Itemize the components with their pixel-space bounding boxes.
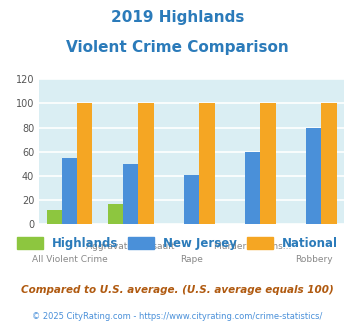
Bar	[306, 128, 322, 224]
Bar	[184, 175, 200, 224]
Legend: Highlands, New Jersey, National: Highlands, New Jersey, National	[13, 233, 342, 253]
Bar	[245, 152, 261, 224]
Text: Murder & Mans...: Murder & Mans...	[214, 243, 291, 251]
Text: Robbery: Robbery	[295, 255, 333, 264]
Bar	[47, 210, 62, 224]
Bar	[62, 158, 77, 224]
Bar	[322, 103, 337, 224]
Bar	[261, 103, 275, 224]
Bar	[123, 164, 138, 224]
Text: 2019 Highlands: 2019 Highlands	[111, 10, 244, 25]
Bar	[200, 103, 214, 224]
Bar	[77, 103, 92, 224]
Text: © 2025 CityRating.com - https://www.cityrating.com/crime-statistics/: © 2025 CityRating.com - https://www.city…	[32, 312, 323, 321]
Text: Compared to U.S. average. (U.S. average equals 100): Compared to U.S. average. (U.S. average …	[21, 285, 334, 295]
Text: Aggravated Assault: Aggravated Assault	[86, 243, 175, 251]
Bar	[138, 103, 153, 224]
Bar	[108, 204, 123, 224]
Text: Rape: Rape	[180, 255, 203, 264]
Text: Violent Crime Comparison: Violent Crime Comparison	[66, 40, 289, 54]
Text: All Violent Crime: All Violent Crime	[32, 255, 108, 264]
